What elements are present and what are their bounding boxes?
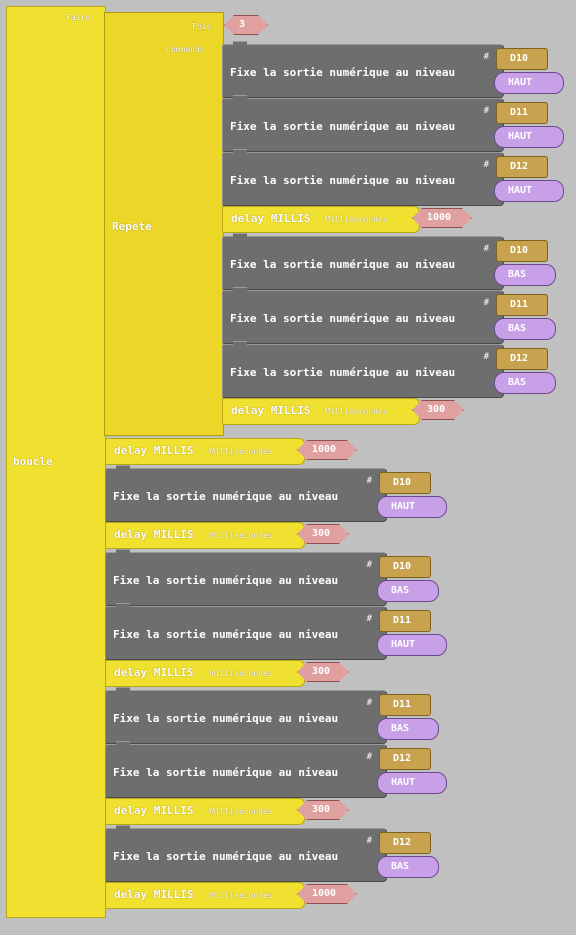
set-output-label: Fixe la sortie numérique au niveau <box>113 574 339 587</box>
hash-label: # <box>483 244 489 254</box>
level-value[interactable]: BAS <box>377 718 439 740</box>
delay-block[interactable]: delay MILLIS Millisecondes <box>222 206 420 233</box>
pin-value[interactable]: D10 <box>496 48 548 70</box>
loop-label: boucle <box>13 455 53 468</box>
delay-value-input[interactable]: 300 <box>297 662 349 682</box>
set-output-block[interactable]: Fixe la sortie numérique au niveau # <box>105 465 387 522</box>
level-value[interactable]: BAS <box>377 856 439 878</box>
milliseconds-label: Millisecondes <box>325 215 388 224</box>
pin-value[interactable]: D11 <box>496 294 548 316</box>
set-output-label: Fixe la sortie numérique au niveau <box>230 120 456 133</box>
milliseconds-label: Millisecondes <box>210 891 273 900</box>
delay-label: delay MILLIS <box>114 444 194 457</box>
loop-block[interactable] <box>6 6 106 918</box>
delay-block[interactable]: delay MILLIS Millisecondes <box>105 798 305 825</box>
set-output-block[interactable]: Fixe la sortie numérique au niveau # <box>222 233 504 290</box>
set-output-block[interactable]: Fixe la sortie numérique au niveau # <box>222 41 504 98</box>
milliseconds-label: Millisecondes <box>210 807 273 816</box>
delay-label: delay MILLIS <box>114 804 194 817</box>
hash-label: # <box>483 298 489 308</box>
set-output-label: Fixe la sortie numérique au niveau <box>113 766 339 779</box>
set-output-label: Fixe la sortie numérique au niveau <box>113 712 339 725</box>
delay-block[interactable]: delay MILLIS Millisecondes <box>105 882 305 909</box>
pin-value[interactable]: D10 <box>496 240 548 262</box>
pin-value[interactable]: D12 <box>379 832 431 854</box>
delay-block[interactable]: delay MILLIS Millisecondes <box>222 398 420 425</box>
set-output-block[interactable]: Fixe la sortie numérique au niveau # <box>222 341 504 398</box>
delay-value-input[interactable]: 300 <box>297 800 349 820</box>
repeat-commands-label: Commands <box>166 45 205 54</box>
repeat-block[interactable] <box>104 12 224 436</box>
delay-block[interactable]: delay MILLIS Millisecondes <box>105 438 305 465</box>
set-output-block[interactable]: Fixe la sortie numérique au niveau # <box>222 149 504 206</box>
hash-label: # <box>483 106 489 116</box>
level-value[interactable]: BAS <box>494 264 556 286</box>
level-value[interactable]: HAUT <box>377 496 447 518</box>
delay-block[interactable]: delay MILLIS Millisecondes <box>105 660 305 687</box>
pin-value[interactable]: D10 <box>379 556 431 578</box>
set-output-label: Fixe la sortie numérique au niveau <box>230 174 456 187</box>
pin-value[interactable]: D12 <box>379 748 431 770</box>
level-value[interactable]: BAS <box>494 372 556 394</box>
set-output-block[interactable]: Fixe la sortie numérique au niveau # <box>222 287 504 344</box>
set-output-block[interactable]: Fixe la sortie numérique au niveau # <box>105 741 387 798</box>
delay-label: delay MILLIS <box>114 666 194 679</box>
pin-value[interactable]: D10 <box>379 472 431 494</box>
delay-value-input[interactable]: 300 <box>297 524 349 544</box>
pin-value[interactable]: D12 <box>496 348 548 370</box>
set-output-block[interactable]: Fixe la sortie numérique au niveau # <box>105 549 387 606</box>
level-value[interactable]: HAUT <box>494 126 564 148</box>
set-output-label: Fixe la sortie numérique au niveau <box>230 258 456 271</box>
delay-label: delay MILLIS <box>114 888 194 901</box>
set-output-label: Fixe la sortie numérique au niveau <box>230 366 456 379</box>
set-output-label: Fixe la sortie numérique au niveau <box>113 628 339 641</box>
level-value[interactable]: HAUT <box>494 72 564 94</box>
set-output-block[interactable]: Fixe la sortie numérique au niveau # <box>105 687 387 744</box>
delay-label: delay MILLIS <box>231 212 311 225</box>
milliseconds-label: Millisecondes <box>210 669 273 678</box>
level-value[interactable]: HAUT <box>377 634 447 656</box>
pin-value[interactable]: D11 <box>496 102 548 124</box>
level-value[interactable]: HAUT <box>494 180 564 202</box>
delay-value-input[interactable]: 1000 <box>297 884 357 904</box>
hash-label: # <box>366 698 372 708</box>
hash-label: # <box>483 352 489 362</box>
milliseconds-label: Millisecondes <box>325 407 388 416</box>
hash-label: # <box>366 476 372 486</box>
milliseconds-label: Millisecondes <box>210 447 273 456</box>
level-value[interactable]: BAS <box>494 318 556 340</box>
pin-value[interactable]: D11 <box>379 694 431 716</box>
set-output-label: Fixe la sortie numérique au niveau <box>230 66 456 79</box>
repeat-times-label: Fois <box>192 22 212 31</box>
hash-label: # <box>366 836 372 846</box>
set-output-label: Fixe la sortie numérique au niveau <box>230 312 456 325</box>
delay-value-input[interactable]: 1000 <box>412 208 472 228</box>
pin-value[interactable]: D11 <box>379 610 431 632</box>
set-output-block[interactable]: Fixe la sortie numérique au niveau # <box>105 825 387 882</box>
hash-label: # <box>366 752 372 762</box>
set-output-label: Fixe la sortie numérique au niveau <box>113 850 339 863</box>
pin-value[interactable]: D12 <box>496 156 548 178</box>
set-output-label: Fixe la sortie numérique au niveau <box>113 490 339 503</box>
level-value[interactable]: HAUT <box>377 772 447 794</box>
hash-label: # <box>366 560 372 570</box>
repeat-label: Repète <box>112 220 152 233</box>
set-output-block[interactable]: Fixe la sortie numérique au niveau # <box>105 603 387 660</box>
hash-label: # <box>366 614 372 624</box>
hash-label: # <box>483 52 489 62</box>
level-value[interactable]: BAS <box>377 580 439 602</box>
delay-block[interactable]: delay MILLIS Millisecondes <box>105 522 305 549</box>
milliseconds-label: Millisecondes <box>210 531 273 540</box>
loop-do-label: Faire <box>66 13 91 22</box>
delay-value-input[interactable]: 1000 <box>297 440 357 460</box>
hash-label: # <box>483 160 489 170</box>
delay-label: delay MILLIS <box>114 528 194 541</box>
delay-value-input[interactable]: 300 <box>412 400 464 420</box>
delay-label: delay MILLIS <box>231 404 311 417</box>
repeat-times-input[interactable]: 3 <box>224 15 268 35</box>
set-output-block[interactable]: Fixe la sortie numérique au niveau # <box>222 95 504 152</box>
